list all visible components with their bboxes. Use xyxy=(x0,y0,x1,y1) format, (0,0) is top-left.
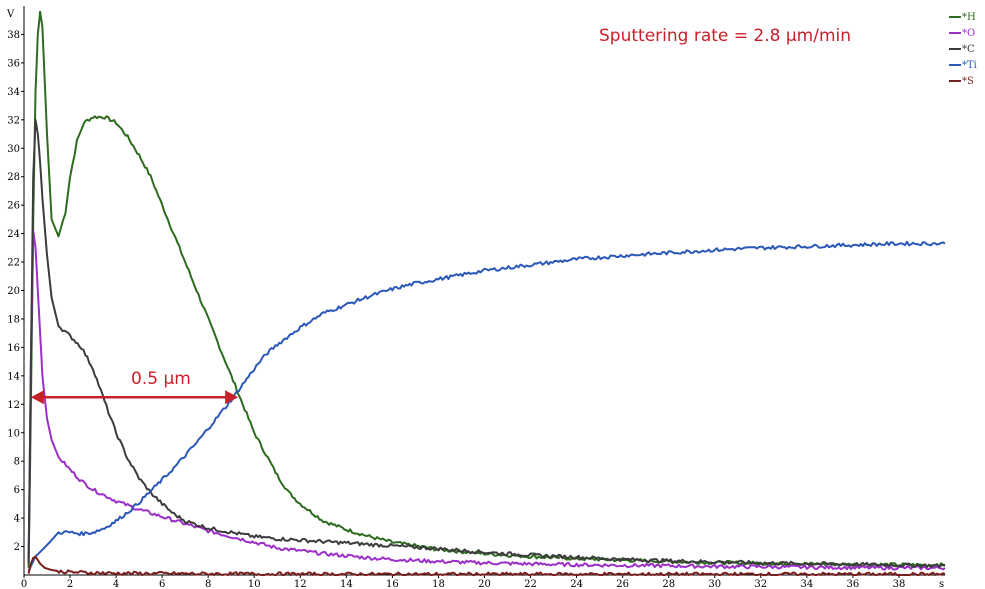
arrow-head-right xyxy=(225,390,239,405)
legend-label-h: *H xyxy=(962,12,976,23)
thickness-arrow xyxy=(30,390,239,405)
y-axis-unit: V xyxy=(6,9,15,20)
series-line-h xyxy=(27,10,946,568)
arrow-head-left xyxy=(30,390,44,405)
x-tick-label: 28 xyxy=(662,579,675,589)
y-tick-label: 8 xyxy=(14,457,20,468)
x-tick-label: 26 xyxy=(616,579,629,589)
legend-label-o: *O xyxy=(962,28,975,39)
y-tick-label: 28 xyxy=(7,172,20,183)
x-tick-group: 0 2 4 6 8 10 12 14 16 18 20 22 24 26 28 30 32 34 36 38 xyxy=(21,575,906,589)
series-line-c xyxy=(27,118,946,568)
y-tick-label: 32 xyxy=(7,115,20,126)
y-tick-label: 36 xyxy=(7,58,20,69)
y-tick-label: 18 xyxy=(7,314,20,325)
x-tick-label: 2 xyxy=(67,579,73,589)
y-tick-label: 34 xyxy=(7,87,20,98)
x-tick-label: 12 xyxy=(294,579,307,589)
y-tick-label: 20 xyxy=(7,286,20,297)
x-tick-label: 34 xyxy=(800,579,813,589)
x-tick-label: 38 xyxy=(893,579,906,589)
y-tick-label: 4 xyxy=(14,514,20,525)
y-tick-label: 6 xyxy=(14,485,20,496)
x-tick-label: 8 xyxy=(205,579,211,589)
x-tick-label: 14 xyxy=(340,579,353,589)
x-tick-label: 0 xyxy=(21,579,27,589)
y-tick-label: 22 xyxy=(7,258,20,269)
legend-label-ti: *Ti xyxy=(962,60,977,71)
legend: *H *O *C *Ti *S xyxy=(949,12,977,87)
series-line-ti xyxy=(27,240,946,572)
legend-label-c: *C xyxy=(962,44,975,55)
axes xyxy=(23,6,945,576)
x-tick-label: 16 xyxy=(386,579,399,589)
x-tick-label: 10 xyxy=(248,579,261,589)
y-tick-label: 24 xyxy=(7,229,20,240)
x-tick-label: 20 xyxy=(478,579,491,589)
x-tick-label: 6 xyxy=(159,579,165,589)
x-tick-label: 24 xyxy=(570,579,583,589)
y-tick-label: 30 xyxy=(7,144,20,155)
sputtering-rate-text: Sputtering rate = 2.8 µm/min xyxy=(599,26,851,46)
arrow-label: 0.5 µm xyxy=(131,369,191,389)
y-tick-label: 2 xyxy=(14,542,20,553)
x-tick-label: 30 xyxy=(708,579,721,589)
y-tick-label: 14 xyxy=(7,371,20,382)
y-tick-label: 16 xyxy=(7,343,20,354)
x-tick-label: 22 xyxy=(524,579,537,589)
x-tick-label: 4 xyxy=(113,579,119,589)
x-tick-label: 32 xyxy=(754,579,767,589)
y-tick-label: 12 xyxy=(7,400,20,411)
y-tick-label: 26 xyxy=(7,201,20,212)
legend-label-s: *S xyxy=(962,76,974,87)
x-tick-label: 18 xyxy=(432,579,445,589)
series-group xyxy=(27,10,946,576)
x-axis-unit: s xyxy=(939,579,944,589)
y-tick-label: 38 xyxy=(7,30,20,41)
x-tick-label: 36 xyxy=(847,579,860,589)
y-tick-label: 10 xyxy=(7,428,20,439)
series-line-s xyxy=(27,555,946,576)
series-line-o xyxy=(27,229,946,571)
